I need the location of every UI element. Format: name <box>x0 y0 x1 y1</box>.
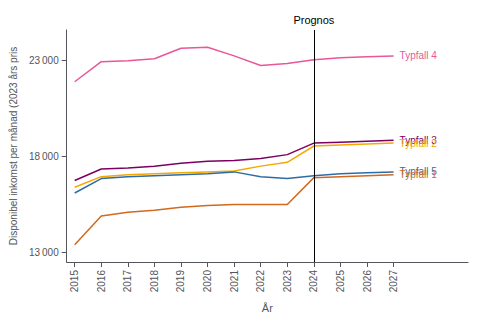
svg-text:2020: 2020 <box>202 270 213 293</box>
svg-text:23 000: 23 000 <box>29 55 59 66</box>
svg-text:Typfall 4: Typfall 4 <box>400 50 438 61</box>
svg-text:2015: 2015 <box>69 270 80 293</box>
svg-text:2024: 2024 <box>308 270 319 293</box>
svg-text:18 000: 18 000 <box>29 151 59 162</box>
svg-text:2026: 2026 <box>362 270 373 293</box>
svg-text:2025: 2025 <box>335 270 346 293</box>
svg-text:2023: 2023 <box>282 270 293 293</box>
svg-text:2027: 2027 <box>388 270 399 293</box>
svg-text:2021: 2021 <box>229 270 240 293</box>
svg-text:2018: 2018 <box>149 270 160 293</box>
svg-text:Typfall 2: Typfall 2 <box>400 138 438 149</box>
svg-text:2019: 2019 <box>175 270 186 293</box>
svg-text:Disponibel inkomst per månad (: Disponibel inkomst per månad (2023 års p… <box>8 47 19 245</box>
svg-text:År: År <box>262 302 273 314</box>
svg-text:Typfall 1: Typfall 1 <box>400 169 438 180</box>
svg-text:2016: 2016 <box>96 270 107 293</box>
svg-text:Prognos: Prognos <box>293 14 334 26</box>
svg-text:13 000: 13 000 <box>29 247 59 258</box>
svg-text:2017: 2017 <box>122 270 133 293</box>
svg-text:2022: 2022 <box>255 270 266 293</box>
